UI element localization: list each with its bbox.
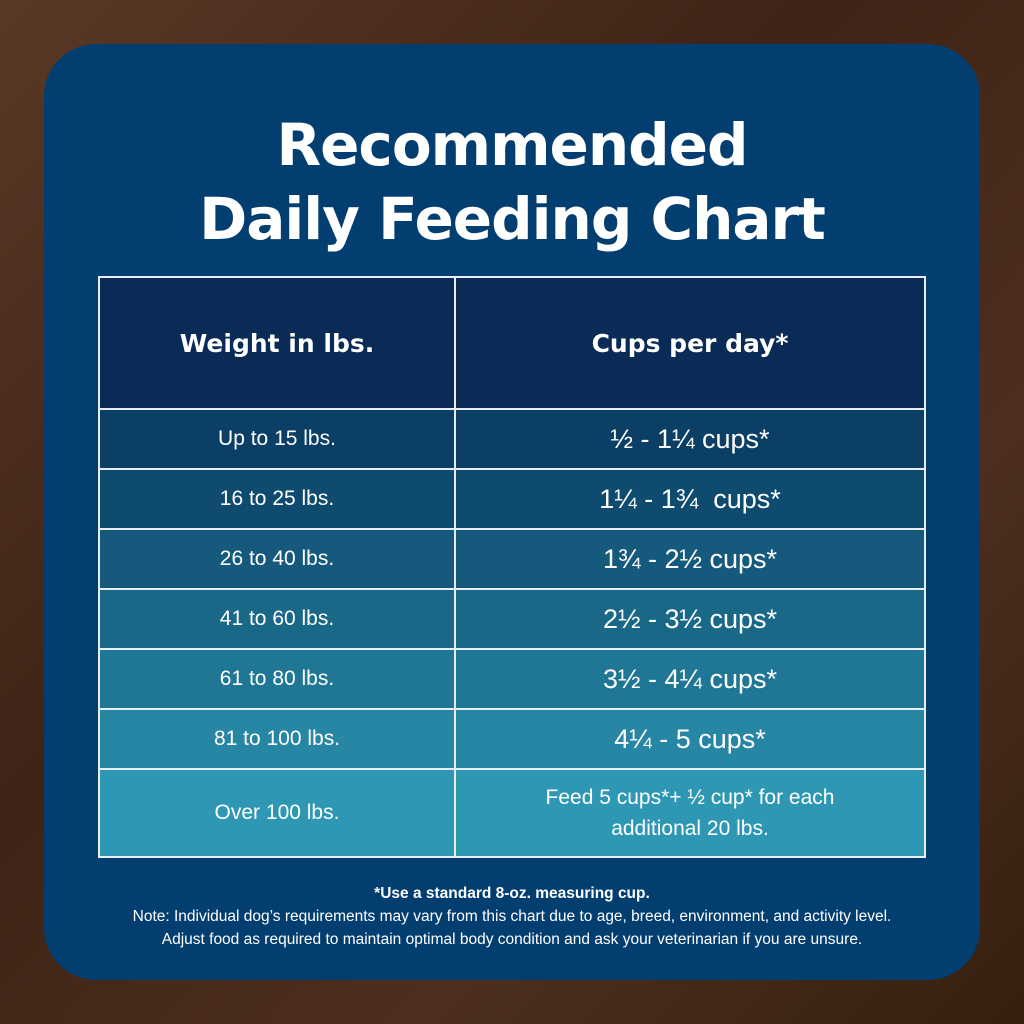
table-row: 16 to 25 lbs. 1¼ - 1¾ cups* (98, 468, 926, 530)
footnotes: *Use a standard 8-oz. measuring cup. Not… (44, 882, 980, 951)
weight-cell: 61 to 80 lbs. (98, 648, 456, 710)
note-line-2: Adjust food as required to maintain opti… (161, 931, 863, 948)
measuring-cup-footnote: *Use a standard 8-oz. measuring cup. (374, 885, 650, 902)
table-row: 61 to 80 lbs. 3½ - 4¼ cups* (98, 648, 926, 710)
weight-cell: 41 to 60 lbs. (98, 588, 456, 650)
table-row: 26 to 40 lbs. 1¾ - 2½ cups* (98, 528, 926, 590)
cups-cell: 4¼ - 5 cups* (454, 708, 926, 770)
cups-line-2: additional 20 lbs. (611, 817, 769, 840)
page-title: Recommended Daily Feeding Chart (0, 108, 1024, 256)
header-weight: Weight in lbs. (98, 276, 456, 410)
cups-cell: 1¼ - 1¾ cups* (454, 468, 926, 530)
weight-cell: 81 to 100 lbs. (98, 708, 456, 770)
table-row: 41 to 60 lbs. 2½ - 3½ cups* (98, 588, 926, 650)
weight-cell: 16 to 25 lbs. (98, 468, 456, 530)
cups-cell: 3½ - 4¼ cups* (454, 648, 926, 710)
table-row: Up to 15 lbs. ½ - 1¼ cups* (98, 408, 926, 470)
title-line-1: Recommended (276, 111, 748, 179)
cups-cell: ½ - 1¼ cups* (454, 408, 926, 470)
cups-cell: Feed 5 cups*+ ½ cup* for each additional … (454, 768, 926, 858)
weight-cell: Up to 15 lbs. (98, 408, 456, 470)
cups-cell: 2½ - 3½ cups* (454, 588, 926, 650)
weight-cell: Over 100 lbs. (98, 768, 456, 858)
header-cups: Cups per day* (454, 276, 926, 410)
note-line-1: Note: Individual dog’s requirements may … (132, 908, 892, 925)
weight-cell: 26 to 40 lbs. (98, 528, 456, 590)
cups-line-1: Feed 5 cups*+ ½ cup* for each (545, 786, 835, 809)
table-row: Over 100 lbs. Feed 5 cups*+ ½ cup* for ea… (98, 768, 926, 858)
table-row: 81 to 100 lbs. 4¼ - 5 cups* (98, 708, 926, 770)
table-header: Weight in lbs. Cups per day* (98, 276, 926, 410)
title-line-2: Daily Feeding Chart (199, 185, 826, 253)
cups-cell: 1¾ - 2½ cups* (454, 528, 926, 590)
feeding-table: Weight in lbs. Cups per day* Up to 15 lb… (98, 276, 926, 858)
